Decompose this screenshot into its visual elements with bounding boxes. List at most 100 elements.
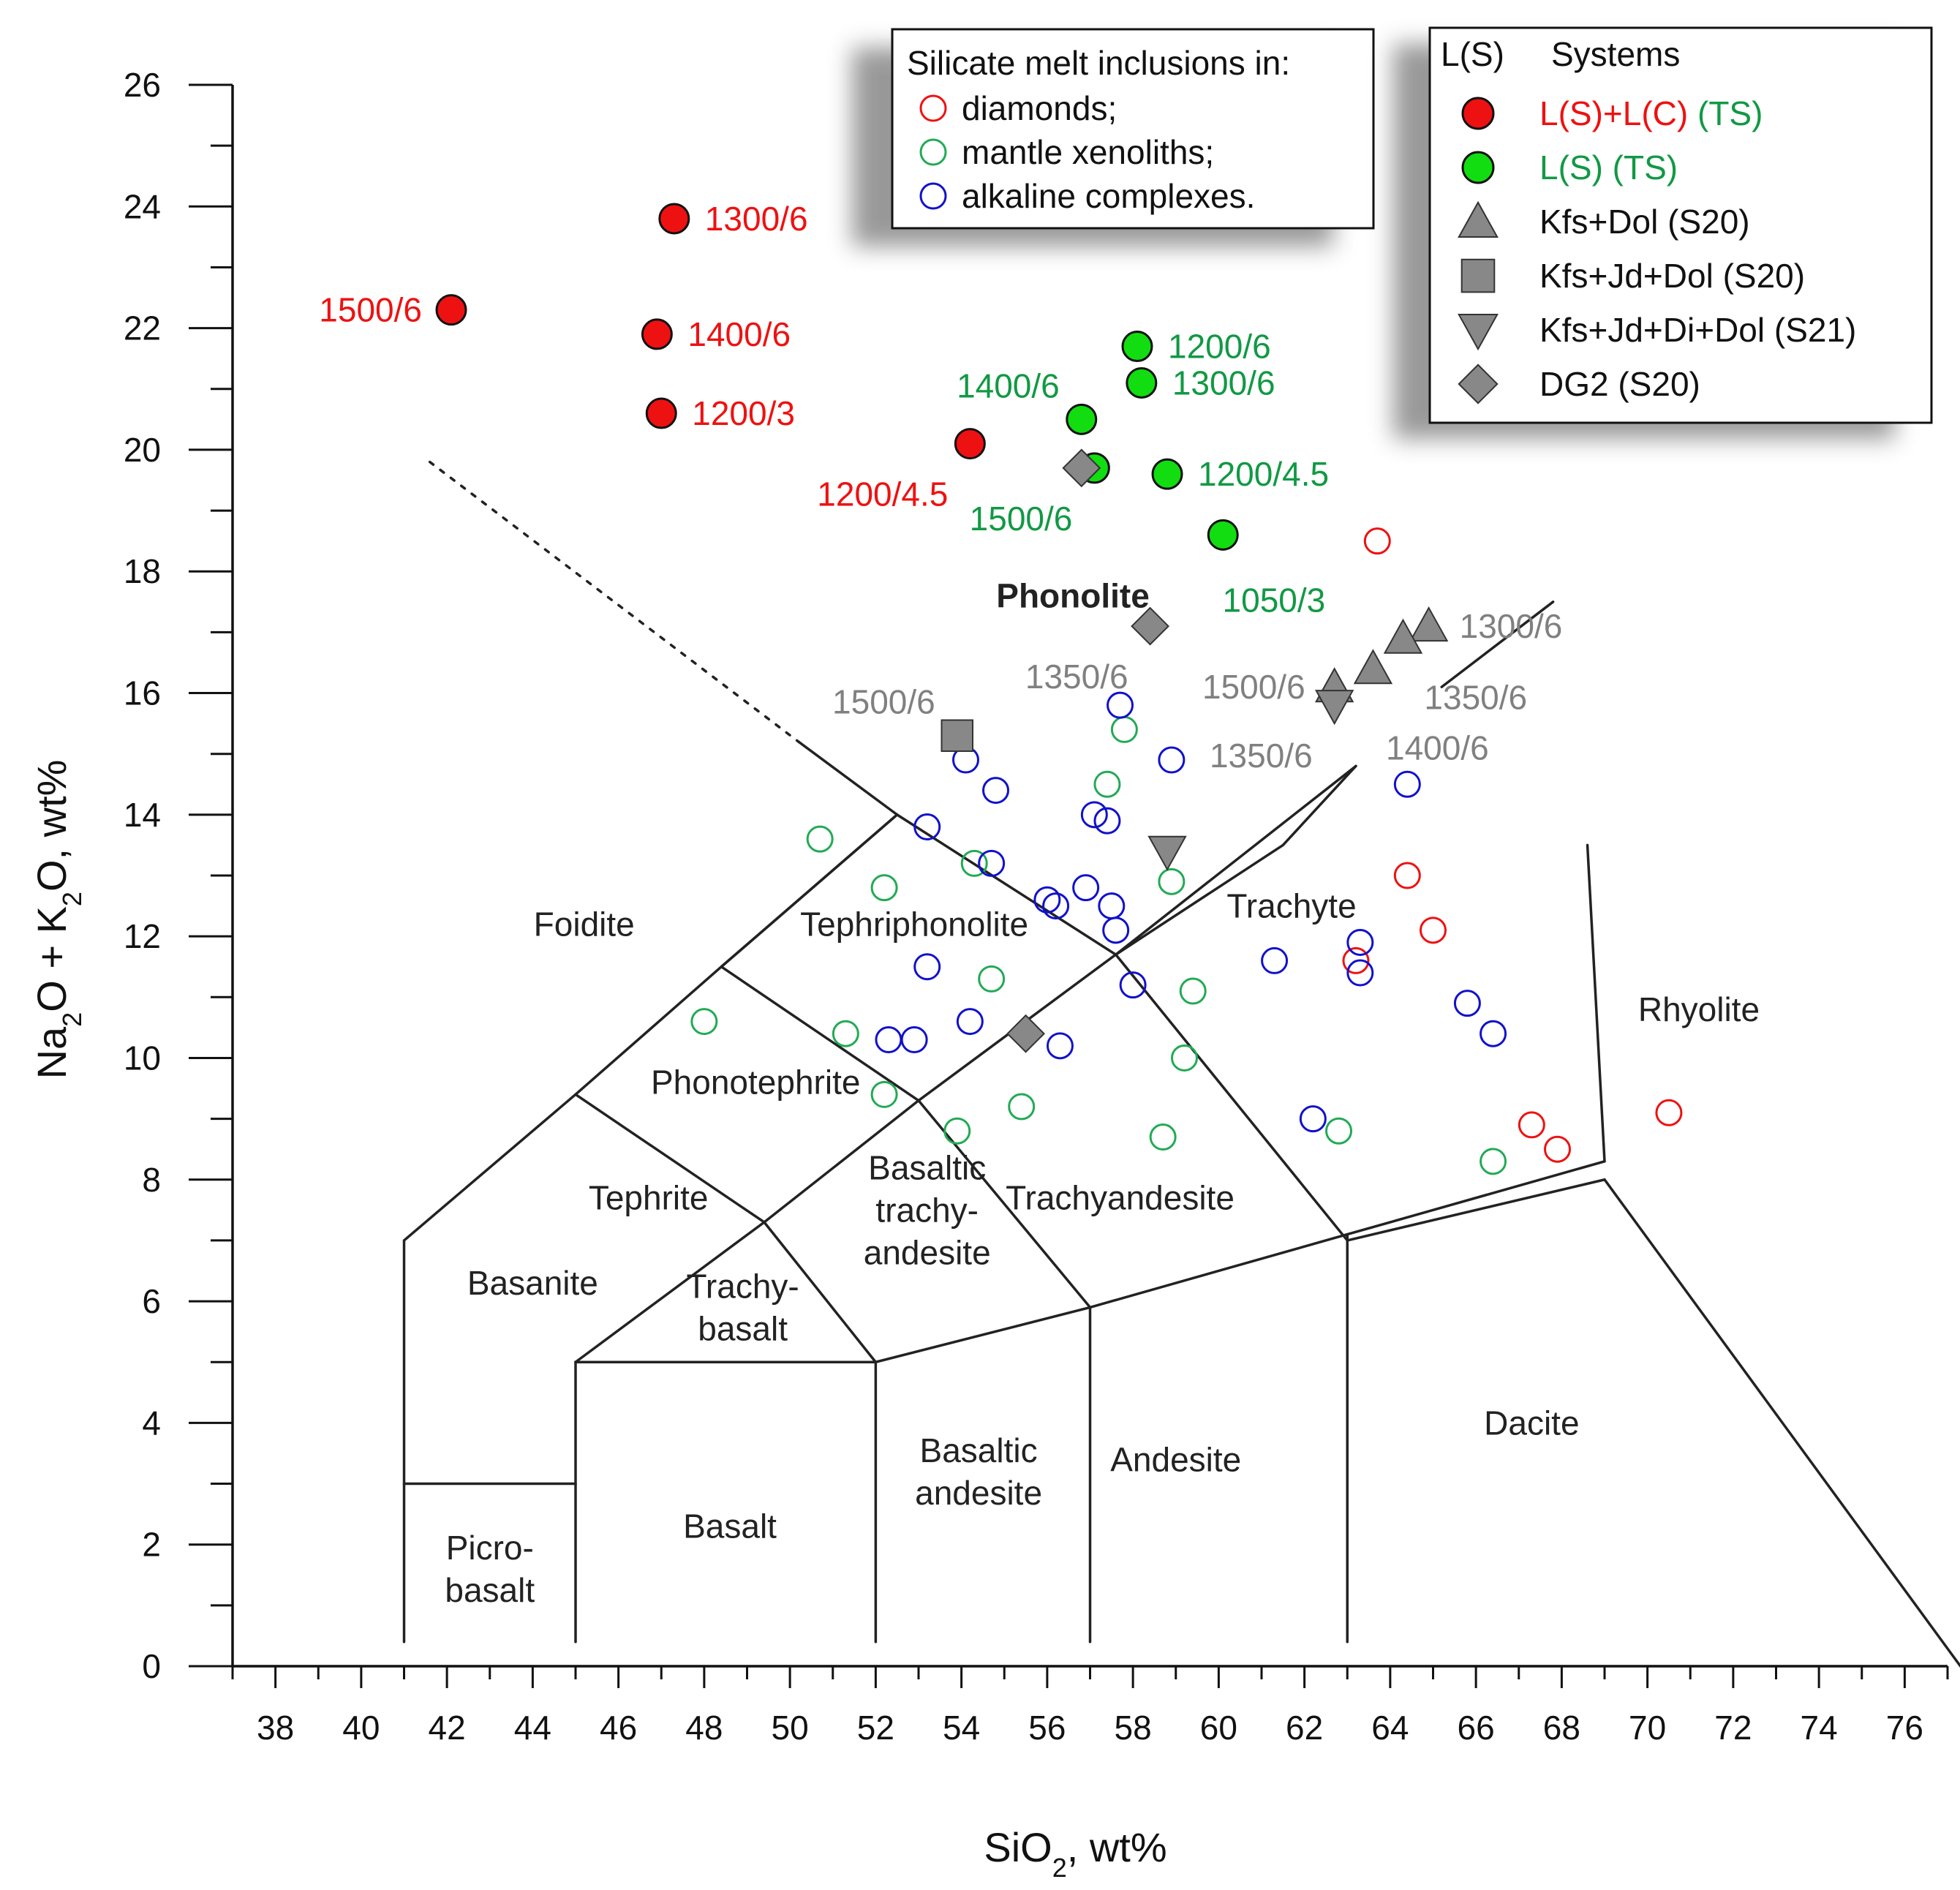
y-tick-label: 22: [124, 309, 161, 347]
y-tick-label: 6: [142, 1282, 161, 1320]
data-point: [690, 1008, 718, 1036]
data-point: [1325, 1117, 1353, 1145]
data-point: [1008, 1093, 1036, 1121]
data-point: [1119, 971, 1147, 999]
data-point: [1093, 770, 1121, 798]
y-tick-label: 20: [124, 431, 161, 469]
field-label-trachyte: Trachyte: [1226, 887, 1356, 925]
field-boundary-line: [574, 1093, 878, 1363]
field-boundaries: [402, 460, 1960, 1668]
field-label-basalt: Basalt: [683, 1507, 777, 1545]
field-label-basaltic-andesite: andesite: [915, 1474, 1042, 1512]
point-label: 1400/6: [687, 315, 791, 353]
field-boundary-line: [402, 813, 1960, 1668]
data-point: [1314, 690, 1354, 726]
data-point: [1179, 977, 1207, 1005]
data-point: [1098, 892, 1126, 920]
x-tick-label: 56: [1028, 1709, 1066, 1747]
x-tick-label: 48: [685, 1709, 723, 1747]
data-point: [870, 1080, 898, 1108]
data-point: [1299, 1105, 1327, 1133]
legend-label: Kfs+Jd+Dol (S20): [1539, 257, 1805, 295]
data-point: [1393, 862, 1421, 889]
field-label-phonotephrite: Phonotephrite: [651, 1063, 860, 1102]
y-tick-label: 18: [124, 552, 161, 590]
field-boundary-line: [1440, 600, 1555, 688]
field-label-dacite: Dacite: [1484, 1404, 1579, 1442]
field-label-rhyolite: Rhyolite: [1638, 990, 1760, 1028]
x-tick-label: 60: [1200, 1709, 1237, 1747]
data-point: [1363, 527, 1391, 555]
point-label: 1350/6: [1424, 678, 1527, 716]
field-label-trachyandesite: Trachyandesite: [1006, 1179, 1235, 1217]
axes: 38 40 42 44 46 48 50 52 54 56 58 60 62 64 66 68 70 72 74 76…: [29, 66, 1949, 1883]
point-label: 1300/6: [1172, 364, 1275, 402]
field-label-basaltic-andesite: Basaltic: [920, 1431, 1038, 1469]
field-label-basaltic-trachyandesite: trachy-: [875, 1191, 979, 1229]
x-tick-label: 46: [600, 1709, 637, 1747]
legend-label: DG2 (S20): [1539, 365, 1700, 403]
data-point: [1033, 886, 1061, 914]
data-point: [1149, 1123, 1177, 1151]
data-point: [1544, 1135, 1572, 1163]
point-label: 1500/6: [1202, 668, 1305, 706]
field-label-picrobasalt: basalt: [445, 1571, 535, 1609]
point-label: 1400/6: [957, 366, 1060, 404]
point-label: 1400/6: [1386, 728, 1489, 767]
field-label-basaltic-trachyandesite: Basaltic: [868, 1148, 986, 1186]
legend-marker: [1458, 200, 1499, 238]
data-point: [1158, 746, 1186, 774]
data-point: [913, 953, 941, 981]
y-tick-label: 8: [142, 1161, 161, 1199]
data-points: [435, 203, 1683, 1175]
legend-label: mantle xenoliths;: [962, 133, 1214, 171]
legend-marker: [919, 138, 947, 166]
x-tick-label: 40: [342, 1709, 380, 1747]
field-label-andesite: Andesite: [1110, 1440, 1241, 1478]
data-point: [982, 777, 1010, 805]
data-point: [1102, 916, 1130, 944]
data-point: [1006, 1014, 1045, 1053]
data-point: [1420, 916, 1447, 944]
field-boundary-line: [720, 813, 899, 968]
x-tick-label: 66: [1458, 1709, 1495, 1747]
dotted-boundary-line: [428, 460, 800, 743]
data-point: [1655, 1099, 1683, 1126]
data-point: [941, 719, 974, 752]
x-tick-label: 42: [429, 1709, 466, 1747]
point-label: 1300/6: [1460, 607, 1563, 645]
y-tick-label: 2: [142, 1526, 161, 1564]
x-tick-label: 62: [1286, 1709, 1323, 1747]
data-point: [1147, 835, 1187, 871]
point-label: 1500/6: [319, 291, 422, 329]
point-labels: 1500/61300/61400/61200/31200/4.51200/613…: [319, 200, 1562, 775]
field-labels: Foidite Phonolite Tephriphonolite Trachyte P…: [445, 576, 1760, 1608]
data-point: [1046, 1032, 1074, 1060]
data-point: [913, 813, 941, 840]
data-point: [1393, 770, 1421, 798]
data-point: [832, 1020, 859, 1047]
data-point: [1131, 606, 1169, 646]
y-tick-label: 10: [124, 1039, 161, 1077]
y-tick-label: 4: [142, 1404, 161, 1442]
field-boundary-line: [720, 965, 1092, 1309]
x-tick-label: 74: [1801, 1709, 1838, 1747]
field-label-tephrite: Tephrite: [589, 1179, 709, 1217]
legend-marker: [1458, 314, 1499, 351]
x-tick-label: 44: [514, 1709, 551, 1747]
data-point: [1126, 366, 1158, 399]
legend-marker: [1461, 151, 1495, 184]
data-point: [960, 849, 988, 877]
x-tick-label: 50: [772, 1709, 809, 1747]
field-label-basanite: Basanite: [467, 1264, 598, 1302]
field-label-phonolite: Phonolite: [996, 576, 1150, 614]
data-point: [1072, 874, 1100, 902]
data-point: [875, 1026, 902, 1054]
x-tick-label: 76: [1886, 1709, 1923, 1747]
data-point: [1353, 649, 1393, 685]
point-label: 1050/3: [1223, 581, 1326, 619]
data-point: [1062, 448, 1101, 488]
data-point: [1261, 946, 1289, 974]
data-point: [870, 874, 898, 902]
y-tick-label: 0: [142, 1647, 161, 1685]
